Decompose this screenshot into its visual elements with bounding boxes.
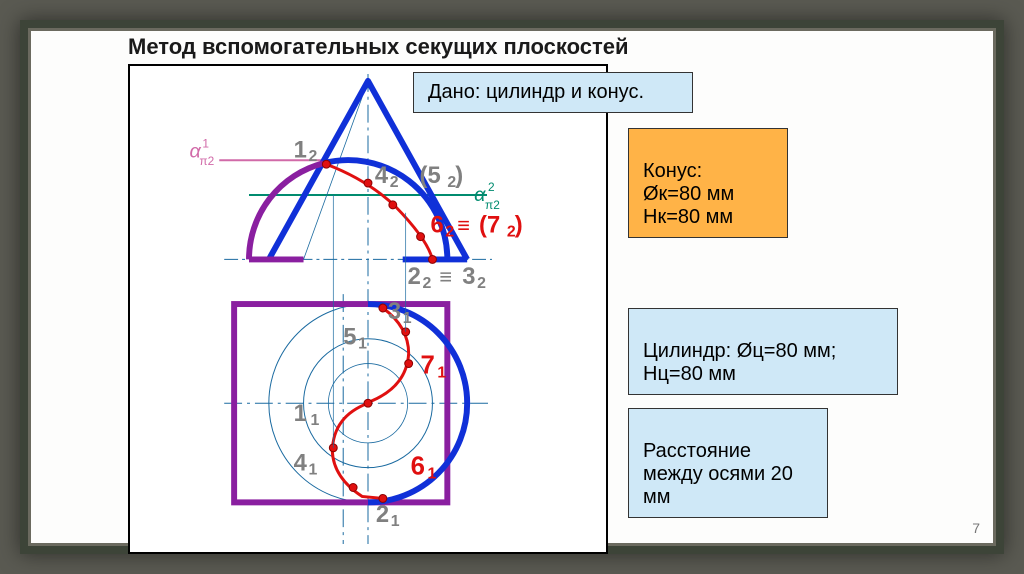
svg-text:≡: ≡ xyxy=(439,264,452,289)
svg-text:2: 2 xyxy=(488,180,495,194)
svg-text:2: 2 xyxy=(477,275,486,292)
page-title: Метод вспомогательных секущих плоскостей xyxy=(128,34,629,60)
svg-text:1: 1 xyxy=(358,336,367,353)
svg-text:≡: ≡ xyxy=(457,213,470,238)
svg-text:2: 2 xyxy=(390,174,399,191)
svg-text:1: 1 xyxy=(202,136,209,150)
svg-text:1: 1 xyxy=(427,466,436,483)
svg-text:3: 3 xyxy=(462,263,475,290)
svg-text:4: 4 xyxy=(375,162,389,189)
svg-text:5: 5 xyxy=(343,324,356,351)
svg-text:(5: (5 xyxy=(420,162,441,189)
svg-text:1: 1 xyxy=(294,400,307,427)
svg-text:1: 1 xyxy=(437,364,446,381)
slide-frame: Метод вспомогательных секущих плоскостей xyxy=(20,20,1004,554)
cylinder-box: Цилиндр: Øц=80 мм; Нц=80 мм xyxy=(628,308,898,395)
distance-box: Расстояние между осями 20 мм xyxy=(628,408,828,518)
cone-text: Конус: Øк=80 мм Нк=80 мм xyxy=(643,160,734,228)
diagram-svg: α 1 π2 1 2 4 2 (5 2 ) α 2 π2 6 2 ≡ (7 2 … xyxy=(130,66,606,552)
distance-text: Расстояние между осями 20 мм xyxy=(643,440,793,508)
svg-text:6: 6 xyxy=(411,453,425,481)
svg-text:2: 2 xyxy=(408,263,421,290)
svg-text:3: 3 xyxy=(388,298,401,325)
cone-box: Конус: Øк=80 мм Нк=80 мм xyxy=(628,128,788,238)
svg-text:1: 1 xyxy=(391,513,400,530)
svg-text:2: 2 xyxy=(376,501,389,528)
svg-text:1: 1 xyxy=(294,136,307,163)
svg-text:7: 7 xyxy=(421,351,435,379)
page-number: 7 xyxy=(972,520,980,536)
svg-text:4: 4 xyxy=(294,450,308,477)
given-box: Дано: цилиндр и конус. xyxy=(413,72,693,113)
svg-text:): ) xyxy=(455,162,463,189)
cylinder-text: Цилиндр: Øц=80 мм; Нц=80 мм xyxy=(643,340,836,385)
svg-text:π2: π2 xyxy=(199,154,214,168)
svg-text:2: 2 xyxy=(445,224,454,241)
svg-text:π2: π2 xyxy=(485,198,500,212)
svg-text:2: 2 xyxy=(423,275,432,292)
svg-text:1: 1 xyxy=(310,412,319,429)
svg-text:1: 1 xyxy=(403,310,412,327)
given-text: Дано: цилиндр и конус. xyxy=(428,81,644,103)
svg-text:): ) xyxy=(515,212,523,239)
svg-text:2: 2 xyxy=(309,148,318,165)
diagram-viewport: α 1 π2 1 2 4 2 (5 2 ) α 2 π2 6 2 ≡ (7 2 … xyxy=(128,64,608,554)
svg-text:6: 6 xyxy=(430,212,443,239)
svg-text:(7: (7 xyxy=(479,212,500,239)
svg-text:1: 1 xyxy=(309,462,318,479)
